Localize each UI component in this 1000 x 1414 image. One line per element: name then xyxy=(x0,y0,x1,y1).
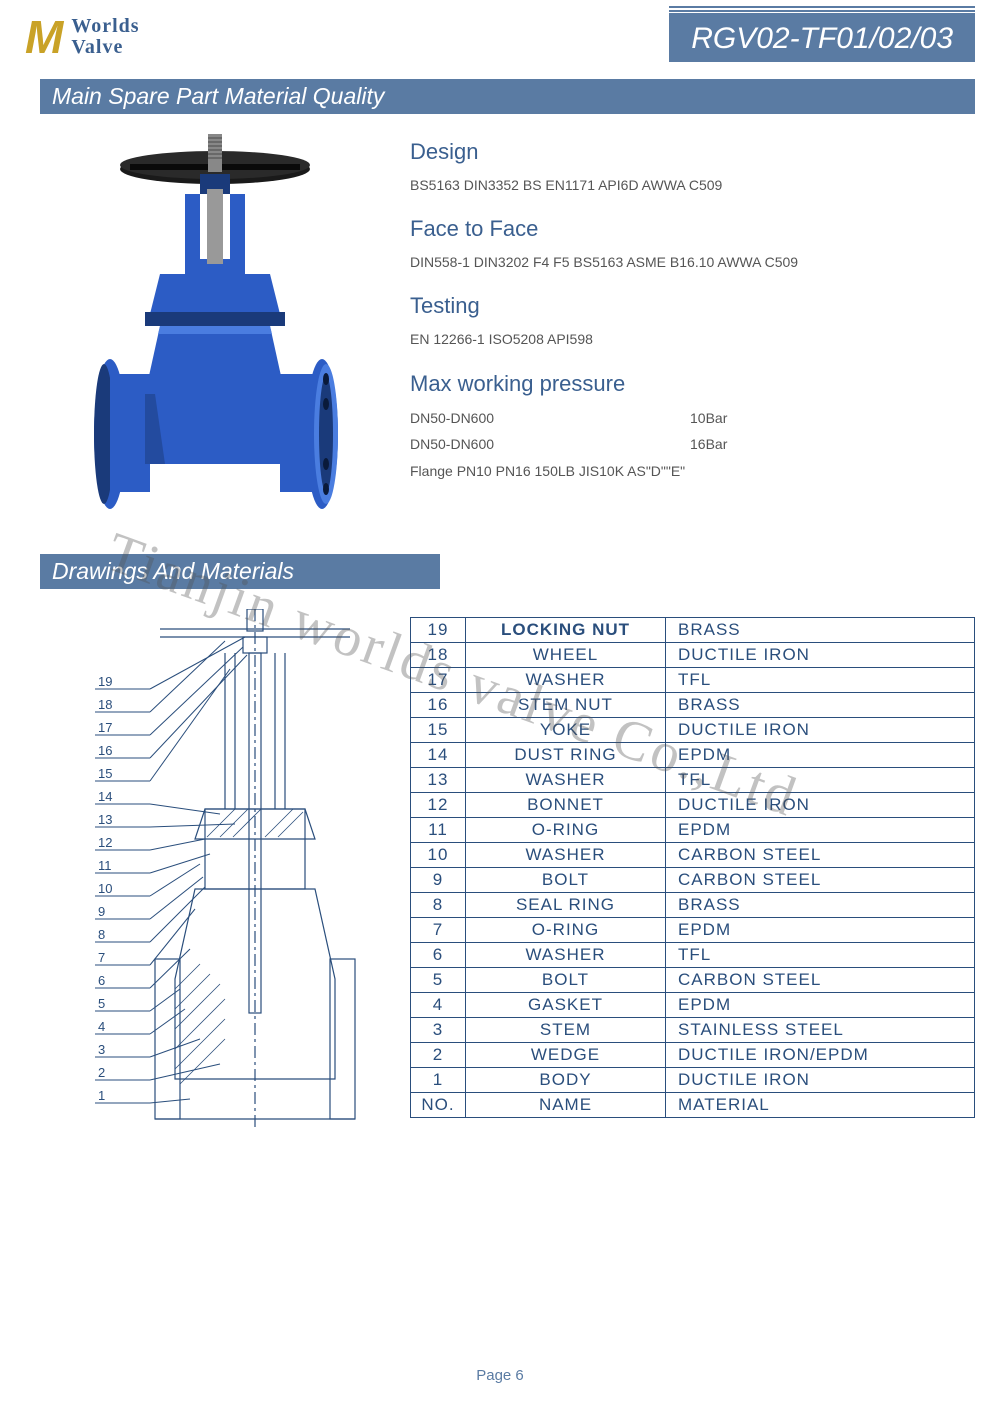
face-text: DIN558-1 DIN3202 F4 F5 BS5163 ASME B16.1… xyxy=(410,250,970,275)
svg-text:11: 11 xyxy=(98,858,112,873)
svg-text:1: 1 xyxy=(98,1088,105,1103)
page-number: Page 6 xyxy=(0,1367,1000,1384)
svg-text:10: 10 xyxy=(98,881,112,896)
svg-text:13: 13 xyxy=(98,812,112,827)
materials-row: 19 18 17 16 15 14 13 12 11 10 9 8 7 6 5 4 3 2 1 19LOCKING … xyxy=(0,599,1000,1149)
logo-text: Worlds Valve xyxy=(71,16,139,58)
table-row: 2WEDGEDUCTILE IRON/EPDM xyxy=(411,1043,975,1068)
logo-mark: M xyxy=(25,10,63,64)
svg-text:17: 17 xyxy=(98,720,112,735)
table-row: 10WASHERCARBON STEEL xyxy=(411,843,975,868)
table-row: 8SEAL RINGBRASS xyxy=(411,893,975,918)
svg-text:16: 16 xyxy=(98,743,112,758)
technical-drawing: 19 18 17 16 15 14 13 12 11 10 9 8 7 6 5 4 3 2 1 xyxy=(25,609,395,1149)
pressure-heading: Max working pressure xyxy=(410,371,970,397)
product-image xyxy=(50,134,380,534)
table-row: 5BOLTCARBON STEEL xyxy=(411,968,975,993)
svg-text:12: 12 xyxy=(98,835,112,850)
face-heading: Face to Face xyxy=(410,216,970,242)
model-badge: RGV02-TF01/02/03 xyxy=(669,13,975,62)
materials-table: 19LOCKING NUTBRASS18WHEELDUCTILE IRON17W… xyxy=(410,617,975,1118)
svg-text:3: 3 xyxy=(98,1042,105,1057)
svg-text:9: 9 xyxy=(98,904,105,919)
table-row: 3STEMSTAINLESS STEEL xyxy=(411,1018,975,1043)
table-row: 19LOCKING NUTBRASS xyxy=(411,618,975,643)
table-row: 4GASKETEPDM xyxy=(411,993,975,1018)
svg-text:14: 14 xyxy=(98,789,112,804)
svg-text:18: 18 xyxy=(98,697,112,712)
table-row: 18WHEELDUCTILE IRON xyxy=(411,643,975,668)
svg-text:6: 6 xyxy=(98,973,105,988)
svg-text:19: 19 xyxy=(98,674,112,689)
table-row: 17WASHERTFL xyxy=(411,668,975,693)
section-title-1: Main Spare Part Material Quality xyxy=(40,79,975,114)
design-heading: Design xyxy=(410,139,970,165)
svg-text:4: 4 xyxy=(98,1019,105,1034)
table-row: 6WASHERTFL xyxy=(411,943,975,968)
table-row: 16STEM NUTBRASS xyxy=(411,693,975,718)
table-row: 11O-RINGEPDM xyxy=(411,818,975,843)
table-row: NO.NAMEMATERIAL xyxy=(411,1093,975,1118)
table-row: 1BODYDUCTILE IRON xyxy=(411,1068,975,1093)
svg-text:5: 5 xyxy=(98,996,105,1011)
design-text: BS5163 DIN3352 BS EN1171 API6D AWWA C509 xyxy=(410,173,970,198)
page-header: M Worlds Valve RGV02-TF01/02/03 xyxy=(0,0,1000,69)
main-content-row: Design BS5163 DIN3352 BS EN1171 API6D AW… xyxy=(0,124,1000,544)
table-row: 14DUST RINGEPDM xyxy=(411,743,975,768)
table-row: 7O-RINGEPDM xyxy=(411,918,975,943)
testing-heading: Testing xyxy=(410,293,970,319)
table-row: 9BOLTCARBON STEEL xyxy=(411,868,975,893)
table-row: 13WASHERTFL xyxy=(411,768,975,793)
svg-text:2: 2 xyxy=(98,1065,105,1080)
table-row: 12BONNETDUCTILE IRON xyxy=(411,793,975,818)
testing-text: EN 12266-1 ISO5208 API598 xyxy=(410,327,970,352)
pressure-rows: DN50-DN60010Bar DN50-DN60016Bar Flange P… xyxy=(410,405,970,485)
section-title-2: Drawings And Materials xyxy=(40,554,440,589)
svg-text:7: 7 xyxy=(98,950,105,965)
svg-text:15: 15 xyxy=(98,766,112,781)
svg-text:8: 8 xyxy=(98,927,105,942)
table-row: 15YOKEDUCTILE IRON xyxy=(411,718,975,743)
valve-illustration xyxy=(50,134,380,534)
logo: M Worlds Valve xyxy=(25,10,140,64)
specifications: Design BS5163 DIN3352 BS EN1171 API6D AW… xyxy=(410,134,970,534)
model-badge-wrap: RGV02-TF01/02/03 xyxy=(669,13,975,62)
